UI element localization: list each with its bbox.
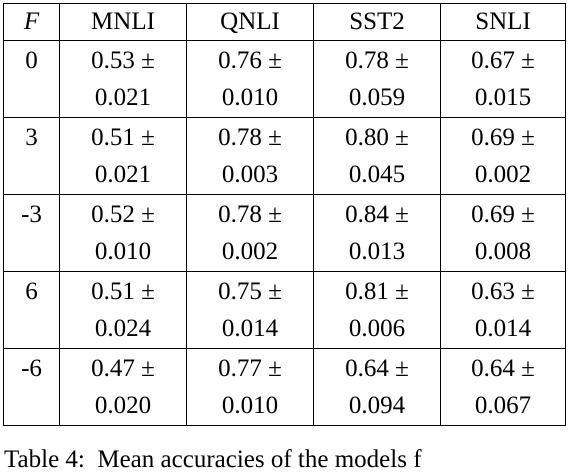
- f-cell: 0: [3, 40, 60, 118]
- mean: 0.64 ±: [471, 355, 535, 382]
- table-row: -3 0.52 ± 0.010 0.78 ± 0.002 0.84 ± 0.013 0.69 …: [3, 194, 566, 272]
- f-value: -6: [21, 355, 42, 382]
- result-cell: 0.47 ± 0.020: [59, 348, 187, 426]
- mean: 0.84 ±: [345, 201, 409, 228]
- std: 0.024: [94, 315, 152, 342]
- result-cell: 0.67 ± 0.015: [440, 40, 566, 118]
- std: 0.015: [474, 84, 532, 111]
- page: F MNLI QNLI SST2 SNLI 0 0.53 ± 0.021 0.76 ± 0.01…: [3, 3, 566, 473]
- mean: 0.64 ±: [345, 355, 409, 382]
- f-value: 0: [25, 47, 38, 74]
- std: 0.094: [348, 392, 406, 419]
- header-cell: SST2: [313, 3, 441, 41]
- caption: Table 4: Mean accuracies of the models f: [4, 446, 422, 473]
- std: 0.010: [221, 84, 279, 111]
- std: 0.014: [474, 315, 532, 342]
- table-row: 3 0.51 ± 0.021 0.78 ± 0.003 0.80 ± 0.045 0.69 ±…: [3, 117, 566, 195]
- mean: 0.52 ±: [91, 201, 155, 228]
- results-table: F MNLI QNLI SST2 SNLI 0 0.53 ± 0.021 0.76 ± 0.01…: [3, 3, 566, 426]
- result-cell: 0.78 ± 0.059: [313, 40, 441, 118]
- result-cell: 0.69 ± 0.002: [440, 117, 566, 195]
- result-cell: 0.78 ± 0.003: [186, 117, 314, 195]
- result-cell: 0.84 ± 0.013: [313, 194, 441, 272]
- mean: 0.67 ±: [471, 47, 535, 74]
- std: 0.021: [94, 84, 152, 111]
- result-cell: 0.53 ± 0.021: [59, 40, 187, 118]
- result-cell: 0.52 ± 0.010: [59, 194, 187, 272]
- std: 0.021: [94, 161, 152, 188]
- std: 0.067: [474, 392, 532, 419]
- mean: 0.63 ±: [471, 278, 535, 305]
- result-cell: 0.69 ± 0.008: [440, 194, 566, 272]
- mean: 0.47 ±: [91, 355, 155, 382]
- result-cell: 0.80 ± 0.045: [313, 117, 441, 195]
- result-cell: 0.63 ± 0.014: [440, 271, 566, 349]
- f-cell: 6: [3, 271, 60, 349]
- mean: 0.51 ±: [91, 278, 155, 305]
- mean: 0.51 ±: [91, 124, 155, 151]
- std: 0.014: [221, 315, 279, 342]
- result-cell: 0.64 ± 0.094: [313, 348, 441, 426]
- std: 0.059: [348, 84, 406, 111]
- std: 0.002: [221, 238, 279, 265]
- f-value: -3: [21, 201, 42, 228]
- table-row: 6 0.51 ± 0.024 0.75 ± 0.014 0.81 ± 0.006 0.63 ±…: [3, 271, 566, 349]
- std: 0.010: [94, 238, 152, 265]
- mean: 0.53 ±: [91, 47, 155, 74]
- mean: 0.77 ±: [218, 355, 282, 382]
- result-cell: 0.81 ± 0.006: [313, 271, 441, 349]
- std: 0.020: [94, 392, 152, 419]
- table-row: -6 0.47 ±0.020 0.77 ±0.010 0.64 ±0.094 0.64 …: [3, 348, 566, 426]
- f-cell: 3: [3, 117, 60, 195]
- result-cell: 0.64 ± 0.067: [440, 348, 566, 426]
- header-cell: F: [3, 3, 60, 41]
- f-cell: -6: [3, 348, 60, 426]
- f-value: 6: [25, 278, 38, 305]
- std: 0.010: [221, 392, 279, 419]
- mean: 0.78 ±: [345, 47, 409, 74]
- result-cell: 0.76 ± 0.010: [186, 40, 314, 118]
- mean: 0.75 ±: [218, 278, 282, 305]
- std: 0.002: [474, 161, 532, 188]
- header-row: F MNLI QNLI SST2 SNLI: [3, 3, 566, 41]
- mean: 0.81 ±: [345, 278, 409, 305]
- f-value: 3: [25, 124, 38, 151]
- mean: 0.78 ±: [218, 124, 282, 151]
- std: 0.045: [348, 161, 406, 188]
- result-cell: 0.75 ± 0.014: [186, 271, 314, 349]
- f-cell: -3: [3, 194, 60, 272]
- header-cell: MNLI: [59, 3, 187, 41]
- mean: 0.78 ±: [218, 201, 282, 228]
- mean: 0.69 ±: [471, 201, 535, 228]
- mean: 0.69 ±: [471, 124, 535, 151]
- std: 0.006: [348, 315, 406, 342]
- header-cell: SNLI: [440, 3, 566, 41]
- result-cell: 0.77 ± 0.010: [186, 348, 314, 426]
- result-cell: 0.78 ± 0.002: [186, 194, 314, 272]
- table-row: 0 0.53 ± 0.021 0.76 ± 0.010 0.78 ± 0.059 0.67 ±…: [3, 40, 566, 118]
- result-cell: 0.51 ± 0.024: [59, 271, 187, 349]
- header-cell: QNLI: [186, 3, 314, 41]
- std: 0.003: [221, 161, 279, 188]
- table-body: 0 0.53 ± 0.021 0.76 ± 0.010 0.78 ± 0.059 0.67 ±…: [3, 40, 566, 426]
- std: 0.013: [348, 238, 406, 265]
- std: 0.008: [474, 238, 532, 265]
- mean: 0.76 ±: [218, 47, 282, 74]
- mean: 0.80 ±: [345, 124, 409, 151]
- result-cell: 0.51 ± 0.021: [59, 117, 187, 195]
